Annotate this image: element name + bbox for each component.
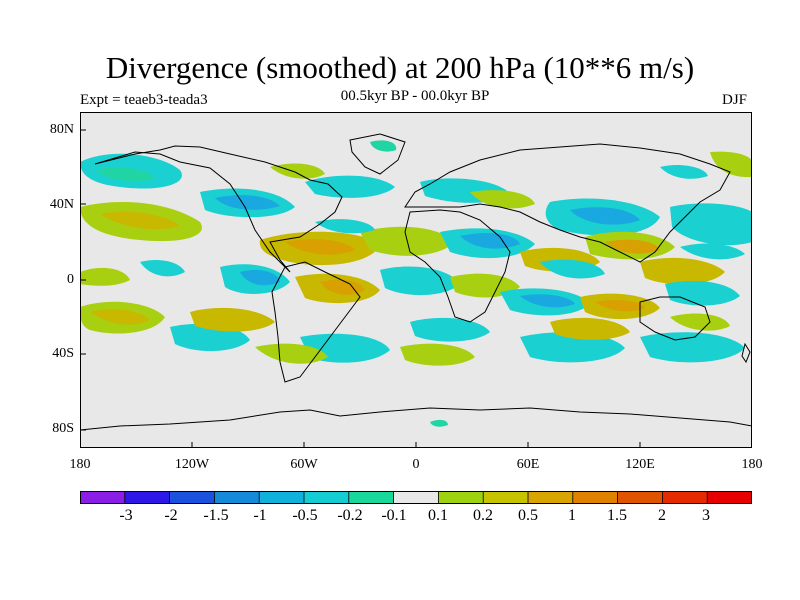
colorbar-swatch: [707, 491, 752, 504]
field-patch: [100, 211, 180, 230]
coast-north-america: [94, 145, 343, 273]
colorbar-swatch: [662, 491, 708, 504]
field-patch: [320, 279, 365, 295]
coast-antarctica: [80, 407, 752, 431]
chart-title: Divergence (smoothed) at 200 hPa (10**6 …: [105, 50, 695, 85]
field-patch: [550, 317, 630, 340]
coast-greenland: [349, 133, 406, 175]
field-patch: [240, 270, 280, 286]
lon-tick-label: 180: [69, 457, 91, 472]
field-patch: [380, 266, 460, 296]
lat-tick-label: 80S: [52, 421, 74, 436]
field-patch: [95, 167, 155, 182]
field-patch: [370, 140, 397, 152]
field-patch: [670, 203, 752, 246]
colorbar-label: 0.5: [518, 507, 538, 524]
colorbar-swatch: [572, 491, 618, 504]
colorbar-frame: [80, 491, 752, 504]
season-label: DJF: [722, 92, 748, 108]
coast-south-america: [271, 261, 361, 383]
colorbar-label: -1.5: [203, 507, 229, 524]
lon-tick-label: 180: [741, 457, 763, 472]
field-patch: [595, 300, 645, 312]
colorbar-label: -2: [164, 507, 178, 524]
lon-tick-label: 60W: [290, 457, 318, 472]
field-patch: [305, 175, 395, 198]
field-patch: [640, 257, 725, 285]
colorbar-swatch: [169, 491, 215, 504]
colorbar-label: -0.5: [292, 507, 318, 524]
field-patch: [520, 294, 575, 308]
chart-subtitle: 00.5kyr BP - 00.0kyr BP: [340, 88, 490, 104]
field-patch: [520, 332, 625, 363]
field-patch: [605, 239, 660, 254]
coast-africa: [404, 209, 511, 323]
colorbar-swatch: [483, 491, 529, 504]
coast-australia: [639, 296, 711, 341]
field-patch: [315, 219, 375, 234]
lat-tick-label: 80N: [49, 122, 74, 137]
field-patch: [80, 267, 130, 286]
colorbar-label: 0.2: [473, 507, 493, 524]
field-patch: [140, 260, 185, 277]
coastlines: [80, 133, 752, 431]
colorbar-label: -3: [119, 507, 133, 524]
colorbar-label: 3: [702, 507, 710, 524]
divergence-map: [80, 112, 752, 448]
field-patch: [570, 207, 640, 225]
field-patch: [430, 419, 448, 427]
colorbar-swatch: [214, 491, 260, 504]
field-patch: [90, 309, 150, 325]
field-patch: [665, 280, 740, 306]
field-patch: [190, 307, 275, 332]
field-patch: [215, 195, 280, 210]
colorbar: [80, 491, 752, 504]
lat-tick-label: 40N: [49, 197, 74, 212]
colorbar-swatch: [438, 491, 484, 504]
colorbar-swatch: [348, 491, 394, 504]
field-patch: [680, 243, 745, 260]
field-patch: [710, 151, 752, 178]
colorbar-swatch: [617, 491, 663, 504]
colorbar-label: 1.5: [607, 507, 627, 524]
colorbar-label: 1: [568, 507, 576, 524]
experiment-label: Expt = teaeb3-teada3: [80, 92, 208, 108]
field-patch: [540, 259, 605, 279]
field-patch: [470, 190, 535, 209]
lon-tick-label: 120E: [625, 457, 655, 472]
field-patch: [660, 165, 708, 179]
lat-tick-label: 40S: [52, 346, 74, 361]
colorbar-swatch: [304, 491, 350, 504]
coast-eurasia: [404, 143, 731, 263]
coast-new-zealand: [741, 342, 751, 364]
colorbar-label: -0.1: [381, 507, 407, 524]
lon-tick-label: 0: [412, 457, 420, 472]
field-patch: [670, 313, 730, 331]
colorbar-label: 2: [658, 507, 666, 524]
colorbar-label: -0.2: [337, 507, 363, 524]
field-patch: [285, 239, 355, 255]
colorbar-label: 0.1: [428, 507, 448, 524]
field-patch: [410, 317, 490, 342]
colorbar-label: -1: [253, 507, 267, 524]
field-patch: [640, 332, 745, 363]
colorbar-swatch: [393, 491, 439, 504]
lon-tick-label: 120W: [174, 457, 210, 472]
colorbar-swatch: [124, 491, 170, 504]
colorbar-swatch: [259, 491, 305, 504]
field-patch: [255, 343, 328, 364]
field-patch: [400, 343, 475, 366]
field-patch: [270, 163, 325, 179]
lon-tick-label: 60E: [516, 457, 540, 472]
axis-ticks: [80, 129, 641, 448]
lat-tick-label: 0: [67, 272, 74, 287]
colorbar-swatch: [528, 491, 574, 504]
colorbar-swatch: [80, 491, 126, 504]
